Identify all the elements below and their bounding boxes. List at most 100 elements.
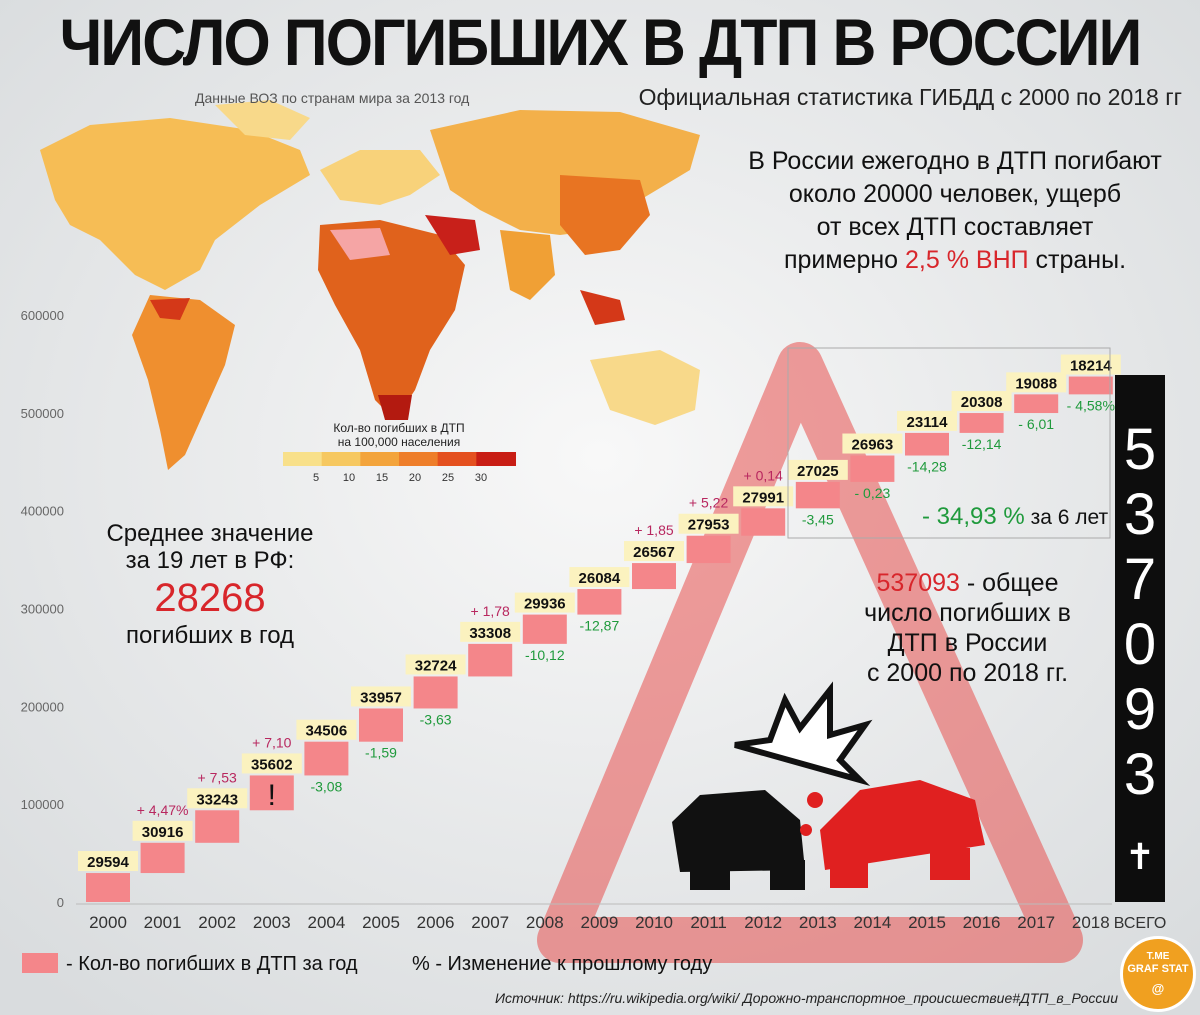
scale-swatch [437,452,478,466]
x-tick-label: 2014 [853,913,891,932]
total-digit: 3 [1123,742,1157,807]
change-label: -3,08 [310,778,342,794]
scale-title: Кол-во погибших в ДТП [333,421,464,435]
x-tick-label: 2013 [799,913,837,932]
scale-tick: 25 [442,472,454,484]
total-description: 537093 - общее число погибших в ДТП в Ро… [835,568,1100,688]
value-label: 27953 [688,517,730,534]
warning-mark: ! [268,779,276,812]
value-label-bg [569,567,630,588]
badge-line: @ [1151,981,1165,996]
value-label: 32724 [415,657,457,674]
x-tick-label: 2006 [417,913,455,932]
change-label: + 1,85 [634,522,674,538]
value-label-bg [241,753,302,774]
bar [959,413,1004,433]
value-label-bg [351,686,411,707]
bar [905,432,949,456]
bar [359,708,403,742]
value-label-bg [405,654,466,675]
badge-line: T.ME [1146,951,1170,962]
y-tick-label: 100000 [21,797,64,812]
change-label: + 5,22 [689,495,729,511]
average-unit: погибших в год [125,622,295,649]
y-tick-label: 0 [57,895,64,910]
value-label-bg [787,459,848,480]
change-label: + 7,53 [198,769,238,785]
value-label-bg [624,541,684,562]
bar [86,873,130,902]
legend-pct: % - Изменение к прошлому году [412,953,713,975]
x-tick-label: ВСЕГО [1114,915,1167,932]
channel-badge[interactable]: T.ME GRAF STAT @ [1120,936,1196,1012]
x-tick-label: 2007 [471,913,509,932]
total-text: с 2000 по 2018 гг. [866,659,1069,687]
value-label-bg [733,486,794,507]
bar [413,676,458,709]
value-label: 35602 [251,756,293,773]
fact-line: около 20000 человек, ущерб [788,180,1122,208]
scale-swatch [476,452,516,466]
x-tick-label: 2016 [963,913,1001,932]
world-map [40,100,700,470]
value-label: 33243 [196,791,238,808]
bar [795,481,840,509]
x-tick-label: 2015 [908,913,946,932]
value-label: 26963 [852,437,894,454]
total-digit: 7 [1123,547,1157,612]
value-label-bg [514,592,575,613]
x-tick-label: 2001 [144,913,182,932]
scale-tick: 10 [343,472,355,484]
value-label-bg [951,391,1012,412]
scale-swatch [321,452,362,466]
x-tick-label: 2008 [526,913,564,932]
x-tick-label: 2011 [690,913,727,932]
badge-line: GRAF STAT [1127,963,1189,975]
bar [195,810,240,843]
bar [1014,394,1059,414]
cross-icon: ✝ [1124,837,1156,878]
value-label-bg [1006,372,1067,393]
scale-swatch [399,452,439,466]
bar [468,643,513,677]
total-digit: 0 [1123,612,1157,677]
change-label: -10,12 [525,647,565,663]
total-text: число погибших в [864,599,1071,627]
y-tick-label: 300000 [21,602,64,617]
six-year-pct: - 34,93 % [922,503,1025,530]
x-tick-label: 2009 [580,913,618,932]
page-subtitle: Официальная статистика ГИБДД с 2000 по 2… [638,84,1182,110]
legend-swatch [22,953,58,973]
x-tick-label: 2018 [1072,913,1110,932]
total-text: - общее [959,569,1059,597]
total-digit: 9 [1123,677,1157,742]
total-value-red: 537093 [876,569,960,597]
change-label: -12,87 [580,618,620,634]
x-tick-label: 2005 [362,913,400,932]
value-label-bg [842,433,903,454]
value-label: 23114 [907,414,949,431]
y-tick-label: 600000 [21,308,64,323]
warning-triangle-icon [537,342,1083,963]
y-tick-label: 500000 [21,406,64,421]
six-year-text: за 6 лет [1024,506,1109,529]
value-label: 30916 [142,824,184,841]
six-year-box [787,347,1111,539]
bar [249,775,294,811]
value-label-bg [187,788,248,809]
x-tick-label: 2000 [89,913,127,932]
value-label: 29936 [524,596,566,613]
page-title: ЧИСЛО ПОГИБШИХ В ДТП В РОССИИ [59,5,1143,79]
x-tick-label: 2004 [307,913,345,932]
change-label: -3,63 [420,711,452,727]
fact-text: примерно [783,246,906,274]
value-label: 20308 [961,394,1003,411]
value-label: 19088 [1015,375,1057,392]
change-label: + 7,10 [252,734,292,750]
scale-tick: 20 [409,472,421,484]
x-tick-label: 2017 [1017,913,1055,932]
change-label: -12,14 [962,436,1002,452]
total-digit: 5 [1123,417,1157,482]
